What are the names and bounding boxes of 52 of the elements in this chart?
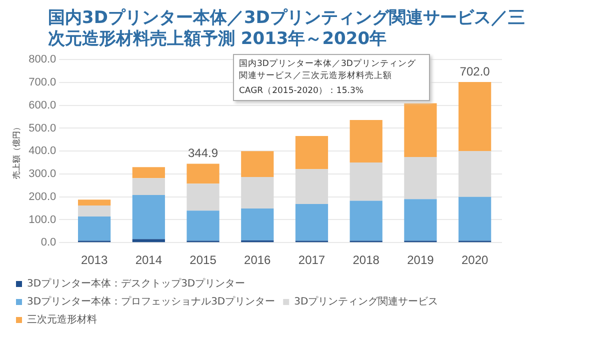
y-tick-label: 100.0: [28, 214, 56, 226]
x-tick-label: 2018: [352, 253, 380, 268]
legend-label: 3Dプリンター本体：デスクトップ3Dプリンター: [27, 278, 246, 290]
bar: [458, 196, 492, 241]
y-axis-title: 売上額（億円）: [12, 123, 21, 180]
total-label: 344.9: [188, 146, 218, 160]
bar: [350, 120, 382, 163]
bar: [458, 82, 492, 152]
legend-label: 3Dプリンティング関連サービス: [294, 296, 438, 308]
x-tick-label: 2019: [407, 253, 434, 268]
bar: [186, 184, 220, 211]
bar: [241, 176, 274, 209]
y-tick-label: 0.0: [40, 236, 56, 249]
bar: [132, 178, 165, 196]
y-tick-label: 600.0: [28, 99, 56, 112]
bar: [78, 206, 111, 217]
chart-title: 国内3Dプリンター本体／3Dプリンティング関連サービス／三次元造形材料売上額予測 2013年～2020年: [47, 8, 526, 50]
bar: [186, 210, 220, 241]
bar: [78, 216, 111, 241]
bar: [295, 204, 328, 241]
bar: [404, 103, 437, 158]
bar: [241, 208, 274, 240]
bar: [295, 169, 328, 204]
bar: [132, 239, 165, 242]
bar: [78, 200, 111, 206]
bar: [241, 151, 274, 177]
bar: [404, 199, 437, 241]
x-tick-label: 2015: [190, 253, 217, 268]
x-tick-label: 2020: [461, 253, 488, 268]
bar: [295, 136, 328, 170]
bar: [404, 157, 437, 200]
bar: [458, 151, 492, 197]
y-tick-label: 300.0: [28, 168, 56, 180]
bar: [132, 167, 165, 178]
x-tick-label: 2016: [244, 253, 272, 268]
annotation: 国内3Dプリンター本体／3Dプリンティング関連サービス／三次元造形材料売上額: [239, 58, 417, 82]
bar: [350, 200, 382, 241]
legend-label: 3Dプリンター本体：プロフェッショナル3Dプリンター: [27, 296, 276, 308]
total-label: 702.0: [460, 64, 490, 78]
y-tick-label: 200.0: [28, 190, 56, 203]
x-tick-label: 2017: [298, 253, 326, 268]
y-tick-label: 400.0: [28, 145, 56, 158]
bar: [350, 162, 382, 201]
y-tick-label: 800.0: [28, 54, 56, 66]
x-tick-label: 2013: [80, 253, 108, 268]
x-tick-label: 2014: [135, 253, 162, 268]
bar: [186, 164, 220, 184]
y-tick-label: 700.0: [28, 76, 56, 89]
annotation: CAGR（2015-2020）：15.3%: [239, 85, 364, 97]
legend-label: 三次元造形材料: [27, 314, 97, 326]
bar: [132, 195, 165, 240]
y-tick-label: 500.0: [28, 122, 56, 134]
